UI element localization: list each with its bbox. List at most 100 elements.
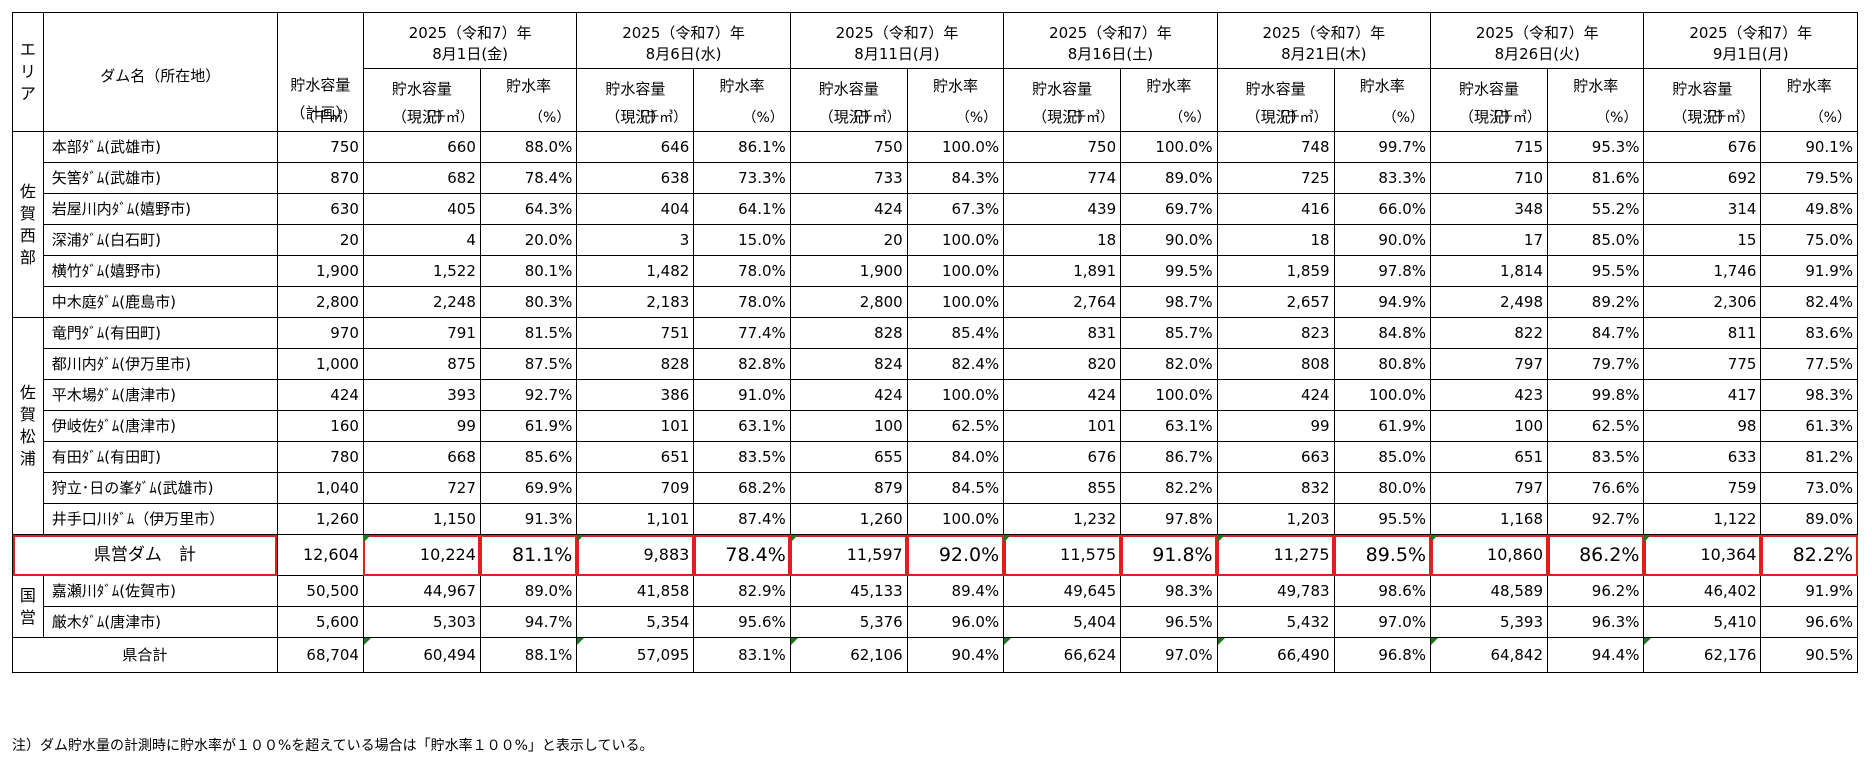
storage-rate: 100.0%: [1333, 379, 1432, 411]
storage-rate: 79.7%: [1546, 348, 1645, 380]
storage-rate-label: 貯水率: [719, 77, 765, 95]
grand-total-row: 県合計 68,704 60,494 88.1% 57,095 83.1% 62,106 90.…: [12, 637, 1858, 673]
capacity-unit: （千㎥）: [1485, 110, 1541, 126]
current-capacity: 663: [1216, 441, 1335, 473]
current-capacity: 2,764: [1003, 286, 1122, 318]
capacity-unit: （千㎥）: [1698, 110, 1755, 126]
table-row: 平木場ﾀﾞﾑ(唐津市) 424 393 92.7% 386 91.0% 424 100.0% 4…: [13, 379, 1858, 411]
dam-name: 嘉瀬川ﾀﾞﾑ(佐賀市): [42, 575, 278, 607]
dam-name: 矢筈ﾀﾞﾑ(武雄市): [42, 162, 278, 194]
current-capacity: 727: [362, 472, 481, 504]
dam-name-header: ダム名（所在地）: [42, 12, 278, 132]
current-capacity: 5,432: [1216, 606, 1335, 638]
current-capacity: 828: [576, 348, 695, 380]
date-header-day: 8月26日(火): [1494, 44, 1580, 63]
storage-rate: 82.4%: [1760, 286, 1858, 318]
storage-rate: 82.2%: [1120, 472, 1218, 504]
current-capacity-header: 貯水容量 （現況） （千㎥）: [1003, 68, 1122, 132]
current-capacity: 715: [1430, 131, 1548, 163]
current-capacity: 41,858: [576, 575, 695, 607]
grand-total-label: 県合計: [12, 637, 278, 673]
rate-unit: （%）: [1382, 110, 1425, 126]
storage-rate: 95.6%: [693, 606, 791, 638]
storage-rate: 92.0%: [906, 534, 1005, 576]
storage-rate: 79.5%: [1760, 162, 1858, 194]
current-capacity: 49,783: [1216, 575, 1335, 607]
storage-rate-label: 貯水率: [1359, 77, 1405, 95]
current-capacity: 49,645: [1003, 575, 1122, 607]
storage-rate: 99.7%: [1333, 131, 1432, 163]
current-capacity: 10,860: [1430, 534, 1548, 576]
storage-rate: 77.5%: [1760, 348, 1858, 380]
storage-rate: 96.8%: [1333, 637, 1432, 673]
storage-rate: 92.7%: [479, 379, 578, 411]
storage-rate: 85.6%: [479, 441, 578, 473]
table-row: 狩立･日の峯ﾀﾞﾑ(武雄市) 1,040 727 69.9% 709 68.2% 879 84…: [13, 472, 1858, 504]
current-capacity-sublabel: （現況）: [391, 108, 452, 126]
current-capacity: 1,746: [1643, 255, 1762, 287]
date-header-day: 9月1日(月): [1712, 44, 1789, 63]
current-capacity: 393: [362, 379, 481, 411]
storage-rate: 86.7%: [1120, 441, 1218, 473]
current-capacity: 725: [1216, 162, 1335, 194]
storage-rate: 88.0%: [479, 131, 578, 163]
current-capacity: 1,168: [1430, 503, 1548, 535]
table-row: 井手口川ﾀﾞﾑ（伊万里市） 1,260 1,150 91.3% 1,101 87.4% 1,…: [13, 503, 1858, 535]
date-header-year: 2025（令和7）年: [1262, 23, 1386, 42]
current-capacity: 404: [576, 193, 695, 225]
rate-unit: （%）: [1809, 110, 1851, 126]
date-header-year: 2025（令和7）年: [835, 23, 959, 42]
current-capacity: 5,376: [789, 606, 908, 638]
storage-rate: 91.3%: [479, 503, 578, 535]
current-capacity: 750: [789, 131, 908, 163]
date-header: 2025（令和7）年 8月6日(水): [576, 12, 791, 69]
current-capacity: 797: [1430, 348, 1548, 380]
capacity-unit: （千㎥）: [1271, 110, 1328, 126]
dam-name: 平木場ﾀﾞﾑ(唐津市): [42, 379, 278, 411]
current-capacity: 2,657: [1216, 286, 1335, 318]
storage-rate: 78.4%: [693, 534, 791, 576]
storage-rate: 99.8%: [1546, 379, 1645, 411]
current-capacity: 5,303: [362, 606, 481, 638]
current-capacity: 101: [576, 410, 695, 442]
current-capacity-sublabel: （現況）: [1459, 108, 1520, 126]
storage-rate: 100.0%: [906, 503, 1005, 535]
table-row: 有田ﾀﾞﾑ(有田町) 780 668 85.6% 651 83.5% 655 84.0% 676…: [13, 441, 1858, 473]
storage-rate-label: 貯水率: [932, 77, 978, 95]
storage-rate: 96.6%: [1760, 606, 1858, 638]
current-capacity-sublabel: （現況）: [1672, 108, 1733, 126]
storage-rate: 96.5%: [1120, 606, 1218, 638]
current-capacity: 759: [1643, 472, 1762, 504]
storage-rate: 100.0%: [906, 224, 1005, 256]
storage-rate: 87.4%: [693, 503, 791, 535]
current-capacity: 682: [362, 162, 481, 194]
current-capacity: 416: [1216, 193, 1335, 225]
storage-rate: 75.0%: [1760, 224, 1858, 256]
plan-capacity: 780: [276, 441, 364, 473]
storage-rate: 82.8%: [693, 348, 791, 380]
current-capacity: 423: [1430, 379, 1548, 411]
table-row: 佐賀松浦 竜門ﾀﾞﾑ(有田町) 970 791 81.5% 751 77.4% 828 85.4…: [12, 317, 1858, 535]
current-capacity: 17: [1430, 224, 1548, 256]
current-capacity: 1,522: [362, 255, 481, 287]
storage-rate: 99.5%: [1120, 255, 1218, 287]
storage-rate: 98.3%: [1760, 379, 1858, 411]
storage-rate: 86.2%: [1546, 534, 1645, 576]
storage-rate: 85.4%: [906, 317, 1005, 349]
storage-rate: 76.6%: [1546, 472, 1645, 504]
current-capacity: 11,575: [1003, 534, 1122, 576]
storage-rate: 97.8%: [1120, 503, 1218, 535]
storage-rate: 61.3%: [1760, 410, 1858, 442]
storage-rate: 63.1%: [693, 410, 791, 442]
current-capacity-label: 貯水容量: [1459, 80, 1520, 98]
storage-rate: 97.0%: [1333, 606, 1432, 638]
current-capacity: 100: [1430, 410, 1548, 442]
rate-unit: （%）: [955, 110, 998, 126]
current-capacity: 1,150: [362, 503, 481, 535]
dam-name: 井手口川ﾀﾞﾑ（伊万里市）: [42, 503, 278, 535]
storage-rate: 96.0%: [906, 606, 1005, 638]
table-row: 伊岐佐ﾀﾞﾑ(唐津市) 160 99 61.9% 101 63.1% 100 62.5% 101…: [13, 410, 1858, 442]
current-capacity: 1,232: [1003, 503, 1122, 535]
storage-rate: 83.5%: [1546, 441, 1645, 473]
current-capacity: 100: [789, 410, 908, 442]
